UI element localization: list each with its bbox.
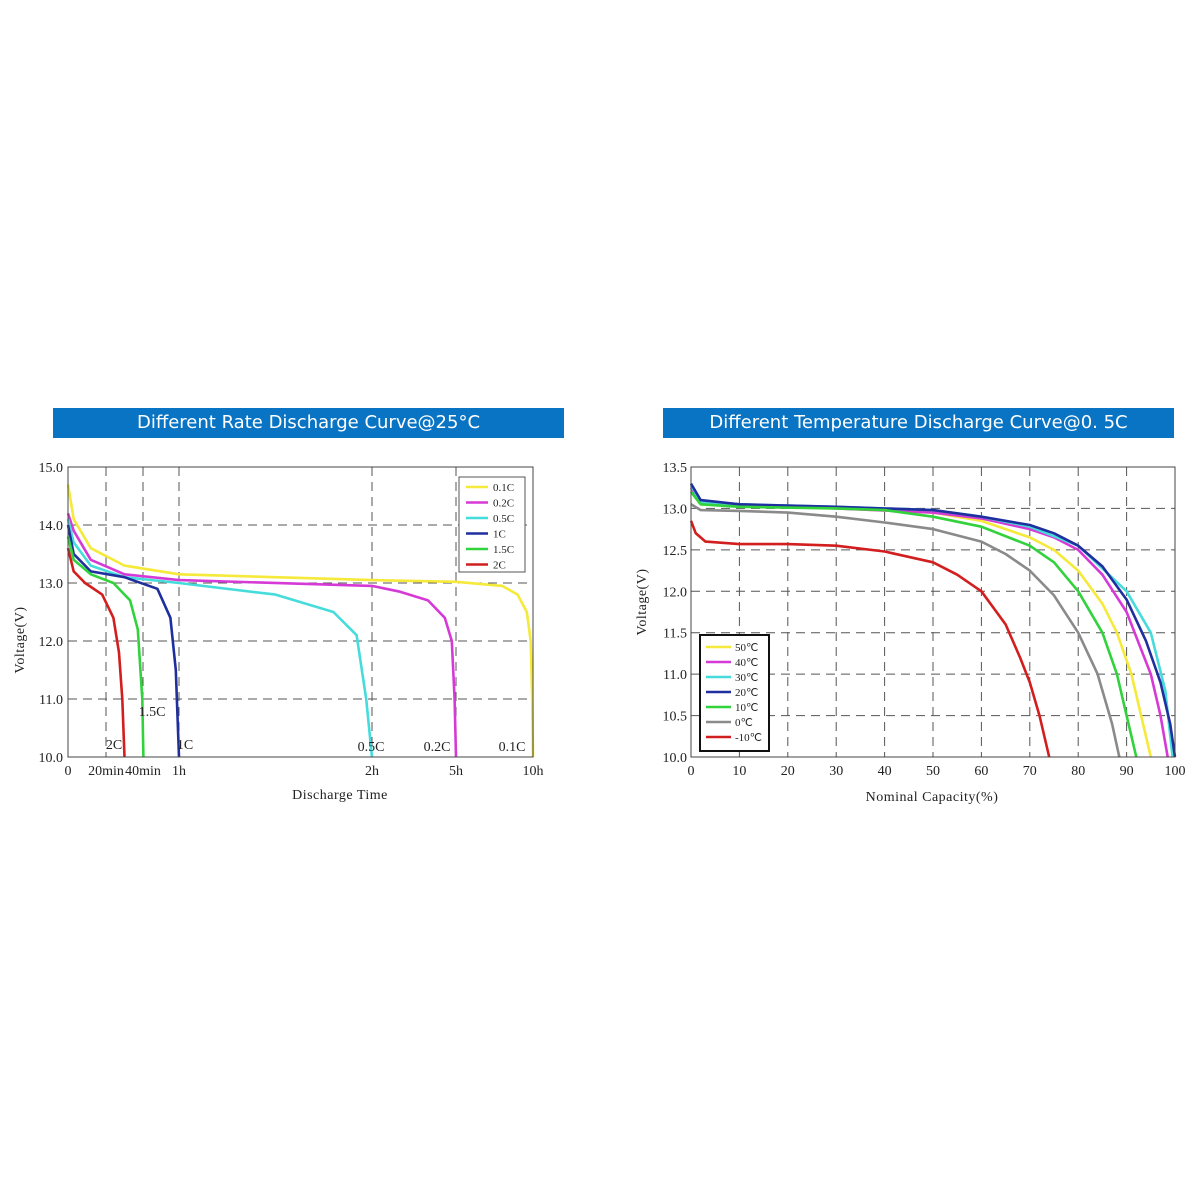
y-tick-label: 10.5 bbox=[663, 710, 688, 725]
annotation-1C: 1C bbox=[177, 738, 193, 753]
y-tick-label: 10.0 bbox=[663, 751, 688, 766]
annotation-0.1C: 0.1C bbox=[499, 740, 526, 755]
curve-0.1C bbox=[66, 484, 535, 758]
x-tick-label: 70 bbox=[1023, 764, 1037, 779]
y-tick-label: 10.0 bbox=[39, 751, 64, 766]
annotation-0.2C: 0.2C bbox=[424, 740, 451, 755]
curves bbox=[66, 484, 535, 758]
x-tick-label: 2h bbox=[365, 764, 379, 779]
y-tick-label: 12.0 bbox=[663, 585, 688, 600]
legend-item: 40℃ bbox=[735, 657, 758, 669]
legend-item: 50℃ bbox=[735, 642, 758, 654]
x-axis-label: Nominal Capacity(%) bbox=[866, 790, 999, 805]
curve-1C bbox=[66, 524, 181, 758]
y-tick-label: 12.5 bbox=[663, 544, 688, 559]
curves bbox=[689, 482, 1177, 758]
x-tick-label: 30 bbox=[829, 764, 843, 779]
chart-title-left: Different Rate Discharge Curve@25°C bbox=[53, 408, 564, 438]
curve-1.5C bbox=[66, 536, 145, 758]
annotation-2C: 2C bbox=[106, 738, 122, 753]
plot-frame bbox=[67, 466, 534, 758]
legend-item: 0.2C bbox=[493, 498, 514, 510]
temperature-discharge-chart: 13.5 13.0 12.5 12.0 11.5 11.0 10.5 10.00 10 20 30 4… bbox=[635, 461, 1186, 805]
legend-item: -10℃ bbox=[735, 732, 762, 744]
y-tick-label: 13.0 bbox=[663, 502, 688, 517]
x-tick-label: 90 bbox=[1120, 764, 1134, 779]
x-tick-label: 20 bbox=[781, 764, 795, 779]
annotation-0.5C: 0.5C bbox=[358, 740, 385, 755]
legend: 50℃ 40℃ 30℃ 20℃ 10℃ 0℃ -10℃ bbox=[699, 634, 770, 752]
legend-box bbox=[458, 476, 526, 573]
plot-border bbox=[690, 466, 1176, 758]
legend-item: 1.5C bbox=[493, 544, 514, 556]
curve-10℃ bbox=[689, 491, 1138, 758]
x-tick-label: 0 bbox=[688, 764, 695, 779]
legend-item: 30℃ bbox=[735, 672, 758, 684]
curve-2C bbox=[66, 547, 126, 758]
x-tick-label: 10 bbox=[732, 764, 746, 779]
legend-item: 10℃ bbox=[735, 702, 758, 714]
y-tick-label: 15.0 bbox=[39, 461, 64, 476]
curve-0.2C bbox=[66, 512, 458, 758]
legend-item: 0℃ bbox=[735, 717, 753, 729]
curve-0℃ bbox=[690, 503, 1121, 758]
legend-item: 20℃ bbox=[735, 687, 758, 699]
tick-labels: 13.5 13.0 12.5 12.0 11.5 11.0 10.5 10.00 10 20 30 4… bbox=[663, 461, 1186, 779]
legend-item: 0.1C bbox=[493, 482, 514, 494]
x-tick-label: 100 bbox=[1165, 764, 1186, 779]
curve-0.5C bbox=[66, 518, 374, 758]
plot-frame bbox=[690, 466, 1176, 758]
curve-annotations: 2C 1.5C 1C 0.5C 0.2C 0.1C bbox=[106, 705, 526, 755]
y-axis-label: Voltage(V) bbox=[635, 569, 650, 636]
x-tick-label: 40 bbox=[878, 764, 892, 779]
y-tick-label: 14.0 bbox=[39, 519, 64, 534]
x-tick-label: 1h bbox=[172, 764, 186, 779]
y-tick-label: 11.0 bbox=[39, 693, 63, 708]
legend-item: 1C bbox=[493, 529, 506, 541]
y-tick-label: 13.0 bbox=[39, 577, 64, 592]
x-tick-label: 10h bbox=[523, 764, 544, 779]
x-tick-label: 5h bbox=[449, 764, 463, 779]
annotation-1.5C: 1.5C bbox=[139, 705, 166, 720]
plot-border bbox=[67, 466, 534, 758]
tick-labels: 15.0 14.0 13.0 12.0 11.0 10.00 20min 40min 1h 2h 5… bbox=[39, 461, 544, 779]
curve--10℃ bbox=[689, 520, 1051, 758]
legend-item: 2C bbox=[493, 560, 506, 572]
chart-title-right: Different Temperature Discharge Curve@0.… bbox=[663, 408, 1174, 438]
x-tick-label: 20min bbox=[88, 764, 124, 779]
x-tick-label: 80 bbox=[1071, 764, 1085, 779]
y-axis-label: Voltage(V) bbox=[13, 607, 28, 674]
x-axis-label: Discharge Time bbox=[292, 788, 388, 803]
x-tick-label: 60 bbox=[974, 764, 988, 779]
x-tick-label: 40min bbox=[125, 764, 161, 779]
rate-discharge-chart: 2C 1.5C 1C 0.5C 0.2C 0.1C 15.0 14.0 13.0 12.0 11.… bbox=[13, 461, 544, 803]
y-tick-label: 11.5 bbox=[663, 627, 687, 642]
legend: 0.1C 0.2C 0.5C 1C 1.5C 2C bbox=[458, 476, 526, 573]
x-tick-label: 50 bbox=[926, 764, 940, 779]
y-tick-label: 12.0 bbox=[39, 635, 64, 650]
grid bbox=[691, 467, 1175, 757]
x-tick-label: 0 bbox=[65, 764, 72, 779]
y-tick-label: 11.0 bbox=[663, 668, 687, 683]
curve-20℃ bbox=[689, 482, 1177, 758]
y-tick-label: 13.5 bbox=[663, 461, 688, 476]
legend-item: 0.5C bbox=[493, 513, 514, 525]
